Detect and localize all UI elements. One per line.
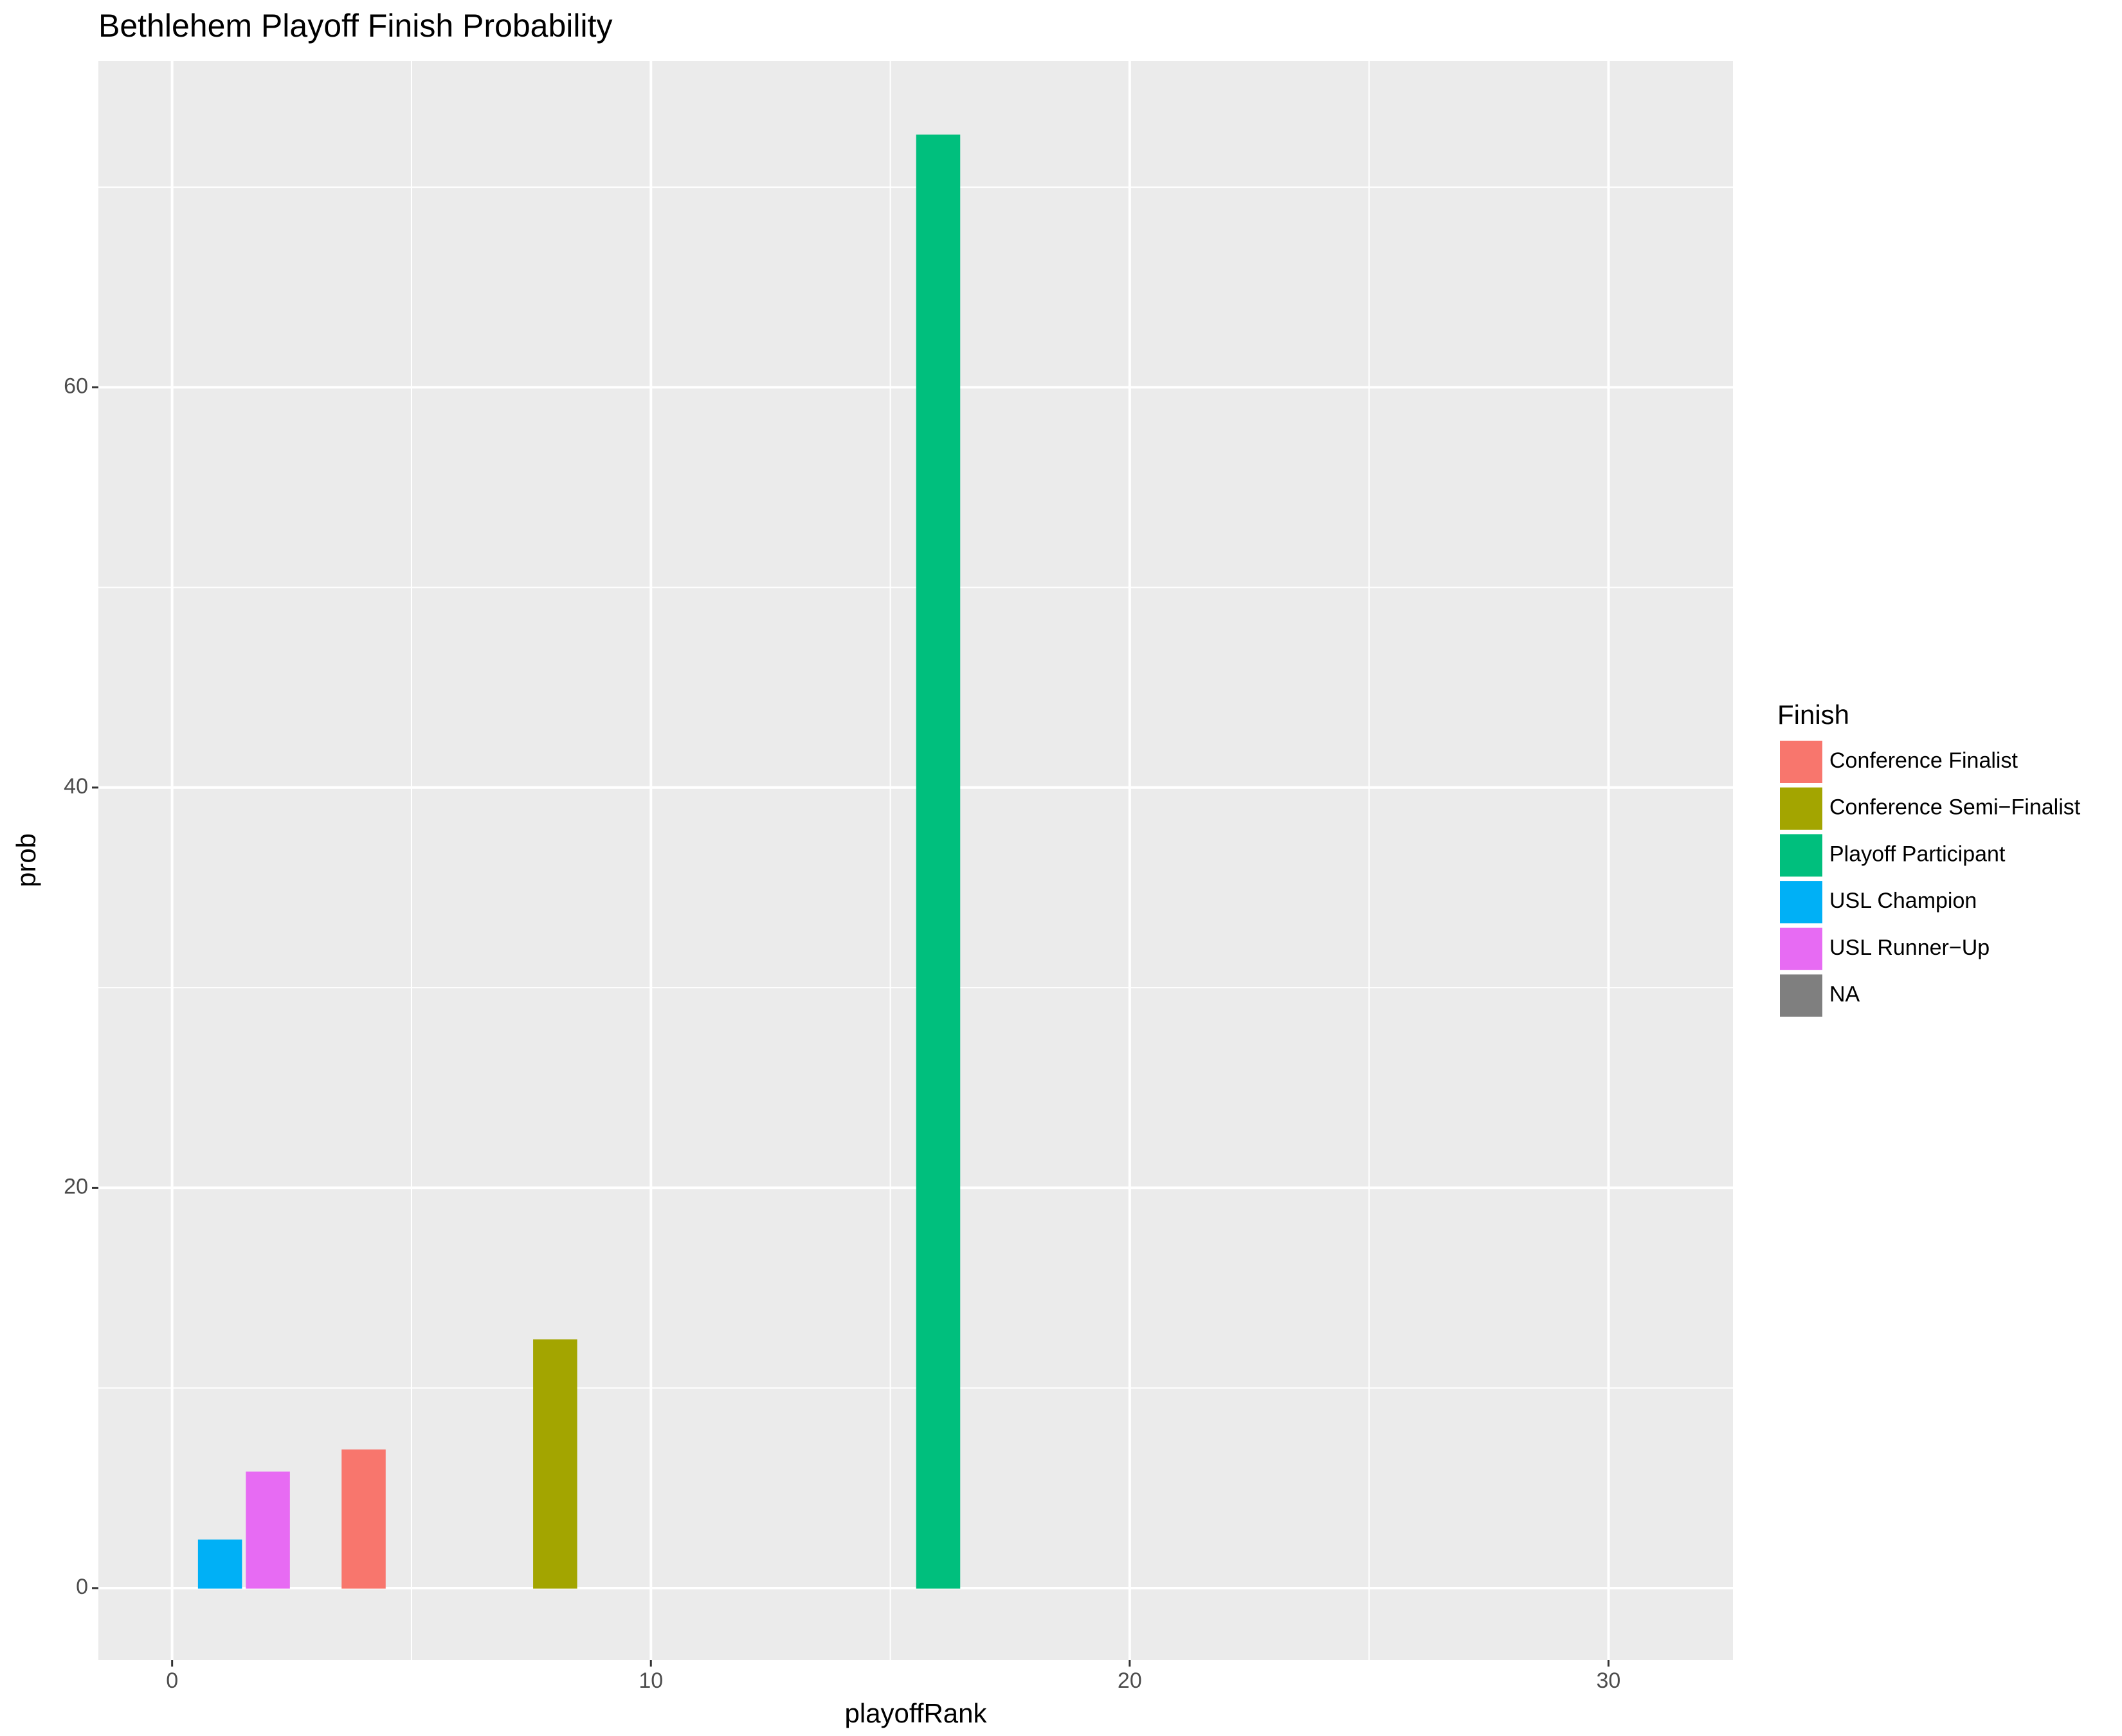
legend-key — [1779, 926, 1824, 972]
legend-label: USL Runner−Up — [1829, 936, 1990, 960]
legend-label: USL Champion — [1829, 889, 1977, 913]
legend-key — [1779, 973, 1824, 1018]
panel — [98, 61, 1733, 1660]
y-tick-label: 20 — [64, 1174, 88, 1198]
bar — [341, 1449, 386, 1589]
legend-label: Conference Semi−Finalist — [1829, 795, 2081, 820]
legend-label: Conference Finalist — [1829, 748, 2018, 773]
legend-title: Finish — [1777, 700, 1849, 730]
x-tick-label: 10 — [639, 1668, 663, 1693]
bar — [533, 1339, 577, 1589]
legend-key — [1779, 739, 1824, 784]
bar — [246, 1471, 290, 1589]
y-axis-title: prob — [11, 833, 41, 887]
y-tick-label: 60 — [64, 374, 88, 398]
y-tick-label: 40 — [64, 774, 88, 799]
legend-key — [1779, 833, 1824, 878]
x-tick-label: 30 — [1596, 1668, 1620, 1693]
y-tick-label: 0 — [76, 1575, 88, 1599]
legend-key — [1779, 786, 1824, 831]
legend-key — [1779, 880, 1824, 925]
bar — [197, 1539, 242, 1589]
legend-label: Playoff Participant — [1829, 842, 2006, 866]
legend-label: NA — [1829, 982, 1860, 1006]
x-tick-label: 20 — [1118, 1668, 1142, 1693]
x-tick-label: 0 — [166, 1668, 178, 1693]
x-axis-title: playoffRank — [844, 1698, 987, 1728]
bar — [916, 134, 961, 1589]
chart-title: Bethlehem Playoff Finish Probability — [98, 8, 613, 44]
